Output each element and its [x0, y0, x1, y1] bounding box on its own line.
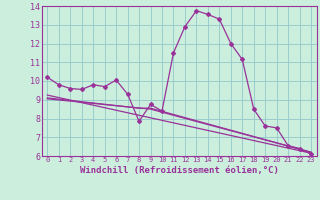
X-axis label: Windchill (Refroidissement éolien,°C): Windchill (Refroidissement éolien,°C): [80, 166, 279, 175]
